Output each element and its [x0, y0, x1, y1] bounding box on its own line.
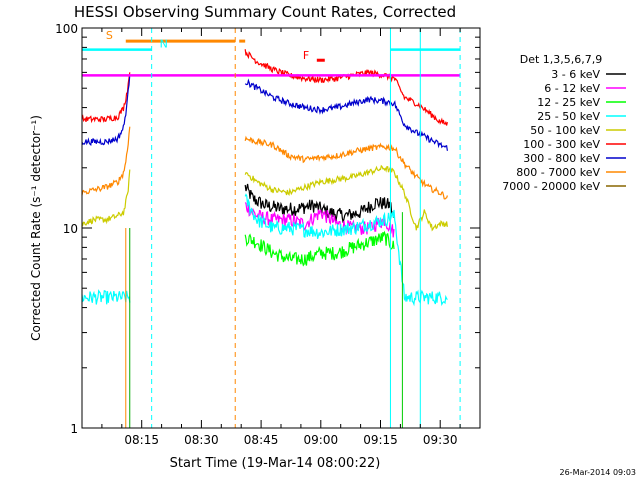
x-tick-label: 09:15 [363, 433, 398, 447]
annotation-s: S [106, 29, 113, 42]
x-tick-label: 09:00 [304, 433, 339, 447]
legend-label: 800 - 7000 keV [516, 166, 600, 179]
series-line-6-seg1 [244, 78, 448, 151]
plot-data-layer [81, 49, 448, 307]
x-tick-label: 08:30 [184, 433, 219, 447]
series-line-7-seg0 [81, 126, 131, 196]
series-line-7-seg1 [244, 135, 448, 200]
x-axis-label: Start Time (19-Mar-14 08:00:22) [170, 456, 381, 471]
series-line-3-seg1 [244, 193, 448, 307]
x-axis-ticks: 08:15 08:30 08:45 09:00 09:15 09:30 [101, 28, 481, 447]
chart-title: HESSI Observing Summary Count Rates, Cor… [74, 3, 456, 21]
legend-label: 50 - 100 keV [530, 124, 600, 137]
series-line-5-seg1 [244, 49, 448, 126]
legend-label: 7000 - 20000 keV [502, 180, 600, 193]
series-line-4-seg1 [244, 164, 448, 232]
series-line-4-seg0 [81, 169, 131, 227]
annotation-n: N [160, 37, 168, 50]
legend-label: 6 - 12 keV [544, 82, 600, 95]
x-tick-label: 08:15 [124, 433, 159, 447]
legend-label: 12 - 25 keV [537, 96, 600, 109]
x-tick-label: 08:45 [244, 433, 279, 447]
y-tick-label: 1 [70, 422, 78, 436]
series-line-3-seg0 [81, 289, 131, 305]
y-axis-ticks: 1 10 100 [55, 22, 480, 436]
y-axis-label: Corrected Count Rate (s⁻¹ detector⁻¹) [29, 115, 43, 341]
annotation-layer: S N F [82, 28, 461, 428]
series-line-2-seg0 [244, 230, 395, 267]
x-tick-label: 09:30 [423, 433, 458, 447]
plot-timestamp: 26-Mar-2014 09:03 [560, 468, 637, 477]
legend-label: 3 - 6 keV [551, 68, 600, 81]
legend-title: Det 1,3,5,6,7,9 [520, 53, 603, 66]
legend-label: 300 - 800 keV [523, 152, 600, 165]
annotation-f: F [303, 49, 309, 62]
legend-label: 100 - 300 keV [523, 138, 600, 151]
y-tick-label: 10 [63, 222, 78, 236]
series-line-6-seg0 [81, 74, 131, 146]
y-tick-label: 100 [55, 22, 78, 36]
series-line-5-seg0 [81, 72, 131, 124]
legend-label: 25 - 50 keV [537, 110, 600, 123]
series-line-0-seg0 [244, 183, 395, 223]
